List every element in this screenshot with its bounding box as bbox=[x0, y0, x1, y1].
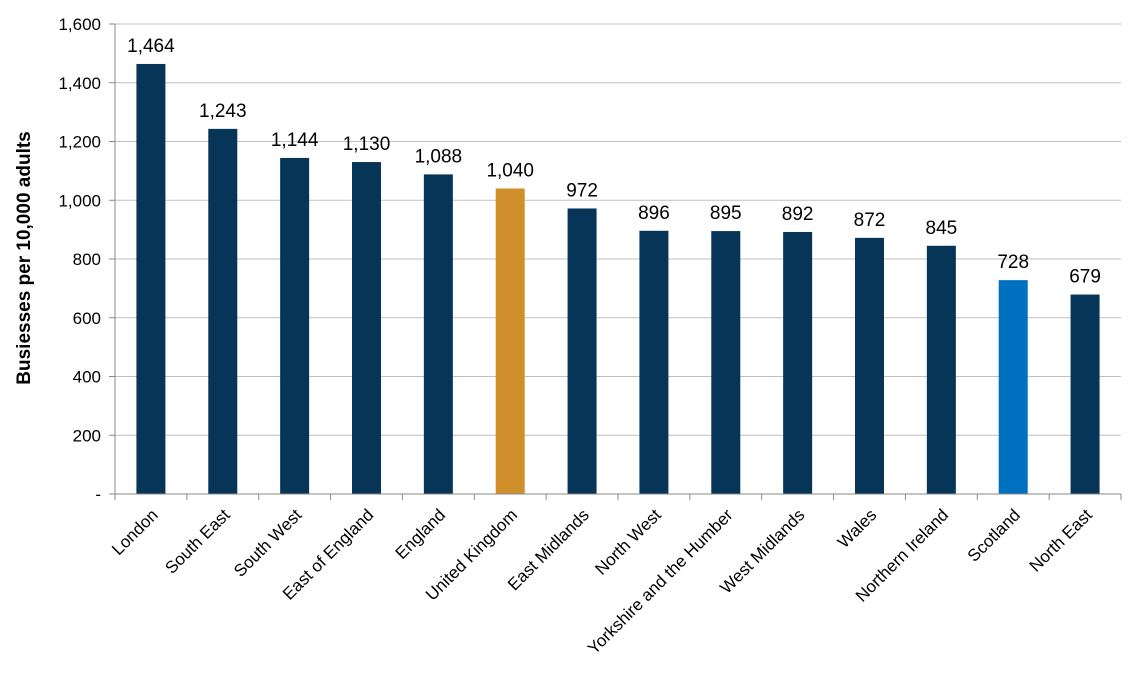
y-tick-label: 1,200 bbox=[58, 133, 101, 152]
bar bbox=[208, 128, 238, 494]
data-label: 1,243 bbox=[199, 101, 247, 122]
data-label: 1,464 bbox=[127, 36, 175, 57]
data-label: 972 bbox=[566, 180, 598, 201]
data-label: 1,130 bbox=[343, 134, 391, 155]
bar bbox=[855, 237, 884, 494]
data-label: 896 bbox=[638, 203, 670, 224]
bar bbox=[998, 280, 1028, 494]
y-tick-label: 1,400 bbox=[58, 74, 101, 93]
category-label: North West bbox=[591, 505, 665, 579]
y-tick-label: 600 bbox=[73, 309, 101, 328]
data-label: 728 bbox=[997, 252, 1029, 273]
data-label: 1,144 bbox=[271, 130, 319, 151]
data-labels: 1,464 1,243 1,144 1,130 1,088 1,040 972 896 895 8… bbox=[127, 36, 1101, 288]
y-tick-label: - bbox=[95, 485, 101, 504]
y-tick-label: 800 bbox=[73, 250, 101, 269]
category-label: North East bbox=[1026, 505, 1096, 575]
y-tick-labels: - 200 400 600 800 1,000 1,200 1,400 1,600 bbox=[58, 15, 101, 504]
bar bbox=[926, 245, 956, 494]
category-label: Yorkshire and the Humber bbox=[584, 505, 737, 658]
bar bbox=[639, 230, 669, 495]
category-label: Wales bbox=[834, 505, 880, 551]
data-label: 1,088 bbox=[415, 146, 463, 167]
category-label: London bbox=[108, 505, 162, 559]
bar bbox=[783, 231, 813, 494]
axes bbox=[109, 23, 1122, 500]
y-tick-label: 200 bbox=[73, 426, 101, 445]
category-label: Scotland bbox=[964, 505, 1024, 565]
y-axis-title: Busiesses per 10,000 adults bbox=[14, 131, 35, 384]
category-label: England bbox=[392, 505, 450, 563]
gridlines bbox=[115, 23, 1121, 436]
bar bbox=[567, 208, 597, 494]
bars bbox=[136, 63, 1100, 495]
data-label: 1,040 bbox=[486, 161, 534, 182]
bar bbox=[423, 174, 453, 494]
bar bbox=[280, 157, 310, 494]
bar bbox=[495, 188, 525, 494]
data-label: 892 bbox=[782, 204, 814, 225]
y-tick-label: 1,600 bbox=[58, 15, 101, 34]
bar bbox=[136, 63, 166, 494]
category-label: South East bbox=[161, 505, 233, 577]
bar bbox=[352, 162, 381, 494]
data-label: 679 bbox=[1069, 267, 1101, 288]
category-label: South West bbox=[230, 505, 306, 581]
data-label: 845 bbox=[926, 218, 958, 239]
data-label: 895 bbox=[710, 203, 742, 224]
y-tick-label: 1,000 bbox=[58, 191, 101, 210]
bar bbox=[1070, 294, 1100, 494]
bar bbox=[711, 231, 741, 494]
y-tick-label: 400 bbox=[73, 368, 101, 387]
data-label: 872 bbox=[854, 210, 886, 231]
